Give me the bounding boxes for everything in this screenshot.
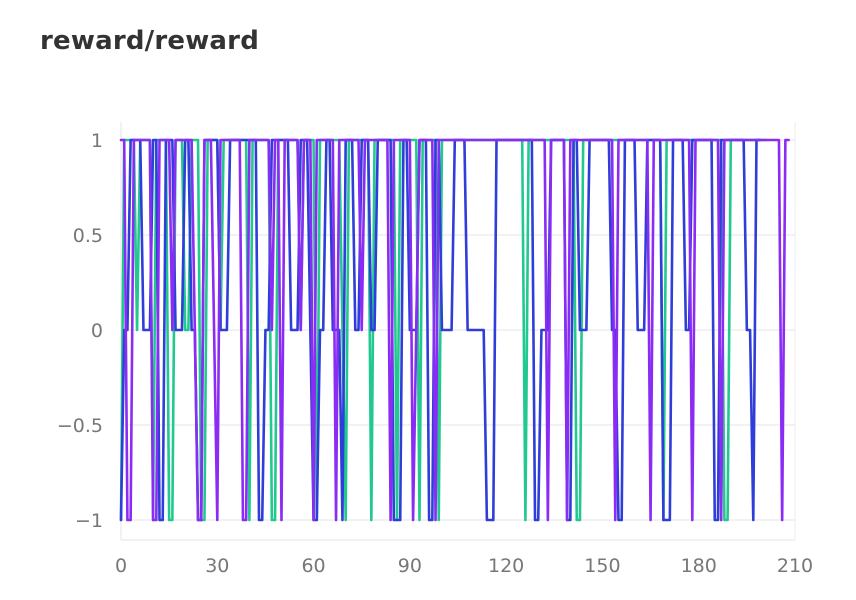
y-tick-label: 0.5 xyxy=(73,225,103,247)
x-tick-label: 0 xyxy=(115,555,127,577)
x-tick-labels: 0 30 60 90 120 150 180 210 xyxy=(115,555,813,577)
x-tick-label: 90 xyxy=(398,555,422,577)
x-tick-label: 120 xyxy=(488,555,524,577)
y-tick-label: 1 xyxy=(91,130,103,152)
y-tick-label: 0 xyxy=(91,320,103,342)
x-tick-label: 60 xyxy=(301,555,325,577)
y-tick-label: −1 xyxy=(75,510,103,532)
series-lines xyxy=(119,138,790,522)
x-tick-label: 210 xyxy=(777,555,813,577)
x-tick-label: 30 xyxy=(205,555,229,577)
y-tick-label: −0.5 xyxy=(57,415,103,437)
series-line-3 xyxy=(119,138,790,522)
y-tick-labels: 1 0.5 0 −0.5 −1 xyxy=(57,130,103,532)
x-tick-label: 150 xyxy=(584,555,620,577)
x-tick-label: 180 xyxy=(681,555,717,577)
panel-title: reward/reward xyxy=(40,26,260,56)
